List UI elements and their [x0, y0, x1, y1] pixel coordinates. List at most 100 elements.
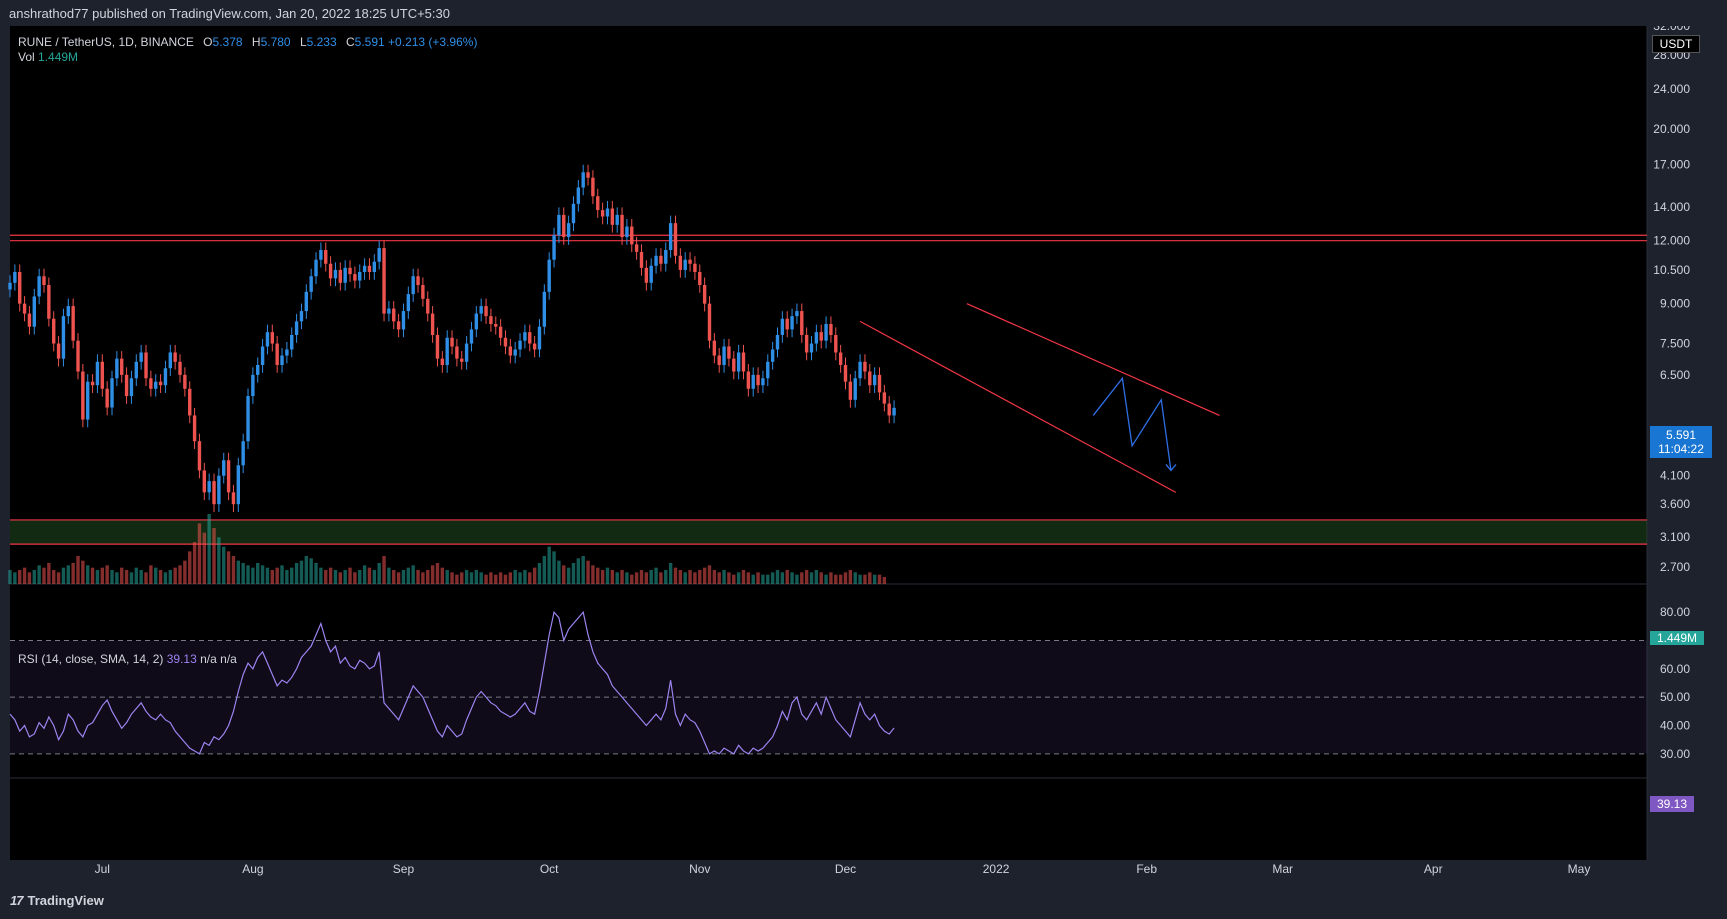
volume-bar: [469, 572, 474, 584]
volume-bar: [207, 514, 211, 584]
volume-bar: [552, 551, 556, 584]
candle-body: [766, 361, 770, 379]
volume-bar: [134, 567, 138, 584]
footer-bar: [0, 886, 1727, 919]
candle-body: [445, 337, 449, 365]
candle-body: [770, 349, 775, 362]
price-tick-label: 3.600: [1660, 497, 1690, 511]
candle-body: [124, 374, 129, 397]
volume-bar: [532, 567, 537, 584]
candle-body: [348, 267, 352, 275]
volume-bar: [256, 563, 260, 584]
candle-body: [620, 214, 624, 238]
candle-body: [76, 340, 80, 372]
price-axis[interactable]: 32.00028.00024.00020.00017.00014.00012.0…: [1653, 26, 1690, 574]
time-axis[interactable]: Jul Aug Sep Oct Nov Dec 2022 Feb Mar Apr May: [95, 862, 1591, 876]
candle-body: [469, 329, 474, 344]
high-value: 5.780: [260, 35, 291, 49]
volume-bar: [81, 560, 85, 584]
candle-body: [600, 210, 605, 217]
candle-body: [275, 343, 279, 365]
candle-body: [42, 276, 46, 286]
volume-bar: [732, 574, 736, 584]
symbol-name[interactable]: RUNE / TetherUS, 1D, BINANCE: [18, 35, 194, 49]
volume-bar: [814, 570, 819, 584]
volume-bar: [775, 570, 780, 584]
volume-bar: [290, 567, 294, 584]
candle-body: [562, 214, 566, 238]
rsi-label[interactable]: RSI (14, close, SMA, 14, 2): [18, 652, 164, 666]
volume-bar: [158, 570, 163, 584]
candle-body: [819, 332, 823, 341]
candle-body: [81, 371, 85, 420]
candle-body: [450, 337, 454, 347]
open-label: O: [203, 35, 213, 49]
candle-body: [853, 378, 857, 400]
volume-bar: [222, 546, 226, 584]
candle-body: [362, 265, 367, 272]
volume-bar: [780, 572, 785, 584]
volume-bar: [639, 570, 644, 584]
vol-label[interactable]: Vol: [18, 50, 35, 64]
volume-bar: [90, 567, 95, 584]
price-tick-label: 20.000: [1653, 122, 1690, 136]
candle-body: [532, 343, 537, 350]
volume-bar: [586, 560, 590, 584]
volume-bar: [251, 567, 255, 584]
chart-canvas[interactable]: 32.00028.00024.00020.00017.00014.00012.0…: [0, 26, 1727, 886]
candle-body: [668, 223, 673, 250]
currency-label[interactable]: USDT: [1652, 35, 1700, 53]
close-value: 5.591: [354, 35, 385, 49]
candle-body: [785, 318, 789, 330]
volume-bar: [445, 570, 449, 584]
volume-bar: [183, 560, 187, 584]
volume-bar: [319, 567, 323, 584]
volume-bar: [382, 556, 386, 584]
volume-bar: [401, 570, 406, 584]
time-tick-label: Apr: [1424, 862, 1443, 876]
candle-body: [814, 332, 819, 344]
volume-bar: [120, 567, 124, 584]
time-tick-label: Sep: [393, 862, 415, 876]
volume-bar: [829, 572, 833, 584]
candle-body: [353, 274, 357, 281]
candle-body: [328, 263, 333, 279]
candle-body: [542, 291, 547, 327]
rsi-legend: RSI (14, close, SMA, 14, 2) 39.13 n/a n/…: [18, 652, 237, 666]
candle-body: [834, 334, 838, 353]
candle-body: [630, 226, 634, 245]
candle-body: [513, 349, 517, 356]
candle-body: [270, 332, 275, 344]
tradingview-logo[interactable]: 17 TradingView: [10, 893, 104, 908]
rsi-tick-label: 40.00: [1660, 719, 1690, 733]
volume-bar: [8, 570, 12, 584]
candle-body: [712, 340, 717, 356]
candle-body: [217, 475, 221, 505]
volume-bar: [872, 574, 877, 584]
candle-body: [673, 223, 678, 256]
candle-body: [795, 311, 799, 317]
projection-path: [1092, 376, 1172, 471]
candle-body: [52, 318, 56, 344]
volume-bar: [377, 563, 381, 584]
volume-bar: [328, 567, 333, 584]
candle-body: [411, 276, 415, 295]
volume-bar: [241, 563, 245, 584]
candle-body: [27, 313, 32, 327]
volume-bar: [596, 567, 600, 584]
volume-bar: [804, 570, 809, 584]
candle-body: [693, 263, 697, 272]
volume-bar: [489, 572, 493, 584]
candle-body: [66, 306, 70, 317]
volume-bar: [664, 570, 668, 584]
candle-body: [188, 388, 192, 416]
candle-body: [61, 316, 66, 359]
candle-body: [231, 492, 236, 505]
candle-body: [47, 285, 51, 319]
candle-body: [508, 346, 513, 356]
candle-body: [479, 306, 483, 314]
volume-bar: [32, 570, 36, 584]
rsi-tick-label: 80.00: [1660, 605, 1690, 619]
volume-bar: [615, 572, 619, 584]
